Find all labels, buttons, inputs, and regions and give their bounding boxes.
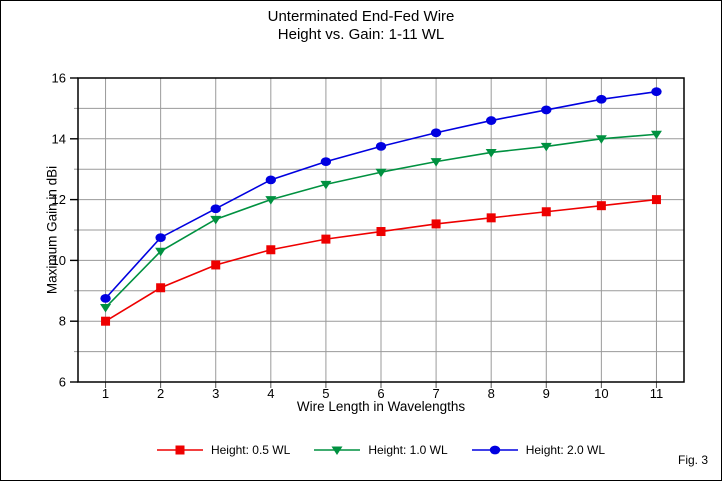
data-point-square <box>211 260 221 270</box>
legend-label: Height: 2.0 WL <box>525 443 606 457</box>
plot-border <box>77 77 685 383</box>
x-tick-label: 4 <box>267 386 274 401</box>
x-tick-label: 2 <box>157 386 164 401</box>
series-circle <box>100 87 662 303</box>
legend-label: Height: 0.5 WL <box>210 443 291 457</box>
data-point-circle <box>541 105 552 115</box>
data-point-circle <box>210 204 221 214</box>
data-point-triangle <box>320 180 332 190</box>
data-point-square <box>431 219 441 229</box>
data-point-circle <box>155 233 166 243</box>
data-point-circle <box>485 116 497 125</box>
y-tick-label: 14 <box>52 131 66 146</box>
data-point-square <box>596 201 606 211</box>
data-point-circle <box>320 157 332 167</box>
x-tick-label: 8 <box>488 386 495 401</box>
figure-label: Fig. 3 <box>677 453 708 467</box>
x-tick-label: 11 <box>650 386 664 401</box>
chart-subtitle: Height vs. Gain: 1-11 WL <box>277 26 445 43</box>
legend-item: Height: 1.0 WL <box>314 443 448 457</box>
data-point-circle <box>100 294 111 303</box>
series-square <box>101 195 661 326</box>
legend-marker-triangle-down <box>314 446 361 455</box>
chart-title: Unterminated End-Fed Wire <box>267 8 455 25</box>
data-point-circle <box>489 445 500 455</box>
data-point-triangle <box>331 446 343 455</box>
data-point-triangle <box>265 196 277 205</box>
y-tick-label: 8 <box>59 314 66 329</box>
x-axis-title: Wire Length in Wavelengths <box>296 399 466 414</box>
x-tick-label: 5 <box>322 386 329 401</box>
legend: Height: 0.5 WL Height: 1.0 WL Height: 2.0 … <box>78 443 684 457</box>
data-point-square <box>376 227 386 237</box>
x-tick-label: 7 <box>432 386 439 401</box>
x-tick-label: 3 <box>212 386 219 401</box>
x-tick-label: 10 <box>594 386 608 401</box>
data-point-circle <box>651 87 662 97</box>
legend-label: Height: 1.0 WL <box>368 443 448 457</box>
data-point-triangle <box>210 215 222 225</box>
legend-marker-square <box>156 445 203 455</box>
data-point-triangle <box>100 304 112 313</box>
x-tick-label: 1 <box>102 386 109 401</box>
y-tick-label: 16 <box>52 71 66 86</box>
data-point-square <box>541 207 551 217</box>
data-point-triangle <box>540 142 552 152</box>
legend-marker-circle <box>471 445 518 455</box>
data-point-triangle <box>155 247 167 257</box>
data-point-square <box>101 316 111 326</box>
data-point-circle <box>430 128 442 138</box>
data-point-square <box>175 445 185 455</box>
data-point-square <box>156 283 166 293</box>
data-point-triangle <box>650 130 662 140</box>
data-point-square <box>486 213 496 223</box>
legend-item: Height: 0.5 WL <box>156 443 291 457</box>
data-point-triangle <box>485 148 497 158</box>
legend-item: Height: 2.0 WL <box>471 443 606 457</box>
y-tick-label: 10 <box>52 253 66 268</box>
data-point-square <box>266 245 276 255</box>
data-point-triangle <box>595 135 607 144</box>
data-point-triangle <box>375 168 387 178</box>
x-tick-label: 9 <box>543 386 550 401</box>
data-point-circle <box>596 94 607 104</box>
data-point-circle <box>375 142 387 151</box>
data-point-triangle <box>430 158 442 167</box>
data-point-square <box>321 234 331 244</box>
data-point-square <box>651 195 661 205</box>
y-tick-label: 12 <box>52 192 66 207</box>
y-tick-label: 6 <box>59 375 66 390</box>
x-tick-label: 6 <box>377 386 384 401</box>
data-point-circle <box>265 175 277 185</box>
series-triangle-down <box>100 130 662 313</box>
